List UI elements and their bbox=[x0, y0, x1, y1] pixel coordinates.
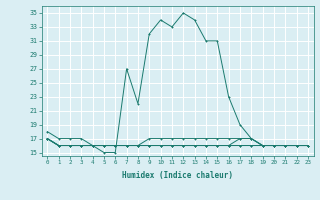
X-axis label: Humidex (Indice chaleur): Humidex (Indice chaleur) bbox=[122, 171, 233, 180]
